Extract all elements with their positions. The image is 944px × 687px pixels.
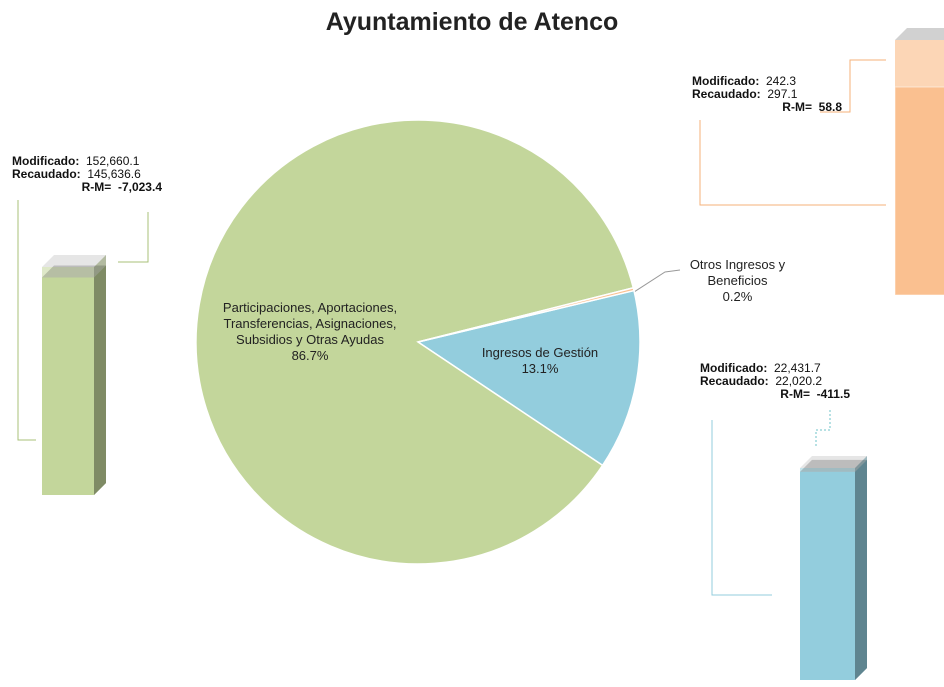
connector: [118, 212, 149, 263]
pie-slice: [417, 286, 635, 343]
row-label: R-M=: [782, 100, 812, 114]
annotation: Modificado: 242.3 Recaudado: 297.1 R-M= 58…: [692, 75, 842, 114]
row-value: -411.5: [816, 387, 850, 401]
connector: [699, 120, 886, 206]
bar-side: [855, 459, 867, 680]
bar-front: [895, 40, 944, 295]
row-label: Recaudado:: [692, 87, 761, 101]
row-value: 152,660.1: [86, 154, 140, 168]
slice-label: Otros Ingresos y Beneficios 0.2%: [660, 257, 815, 305]
bar-side-shade: [855, 459, 867, 680]
bar-top: [800, 456, 867, 468]
connector: [17, 200, 36, 441]
row-value: 297.1: [767, 87, 798, 101]
slice-label: Participaciones, Aportaciones, Transfere…: [195, 300, 425, 364]
row-label: Modificado:: [700, 361, 768, 375]
slice-name: Otros Ingresos y Beneficios: [689, 257, 786, 288]
slice-percent: 86.7%: [291, 348, 329, 363]
bar-front: [894, 86, 944, 296]
pie: [195, 119, 641, 565]
bar-front: [800, 471, 855, 680]
row-label: Recaudado:: [12, 167, 81, 181]
rm-row: R-M= 58.8: [692, 101, 842, 114]
row-label: R-M=: [81, 180, 112, 194]
bar-3d: [800, 456, 867, 680]
row-value: -7,023.4: [117, 180, 162, 194]
row-label: Modificado:: [12, 154, 80, 168]
slice-name: Ingresos de Gestión: [481, 345, 599, 360]
slice-name: Participaciones, Aportaciones, Transfere…: [222, 300, 398, 347]
connector: [815, 410, 831, 448]
row-value: 22,431.7: [774, 361, 821, 375]
bar-highlight: [895, 40, 944, 88]
detail-row: Recaudado: 22,020.2: [700, 375, 850, 388]
row-value: 22,020.2: [775, 374, 823, 388]
row-value: 58.8: [818, 100, 842, 114]
row-label: Modificado:: [692, 74, 760, 88]
row-label: Recaudado:: [700, 374, 769, 388]
annotation: Modificado: 22,431.7 Recaudado: 22,020.2 R…: [700, 362, 850, 401]
pie-slice: [416, 289, 641, 467]
row-value: 242.3: [766, 74, 797, 88]
bar-top: [895, 28, 944, 40]
bar-top: [800, 459, 867, 472]
detail-row: Recaudado: 297.1: [692, 88, 842, 101]
bar-front: [42, 277, 94, 495]
bar-top: [42, 265, 106, 278]
detail-row: Modificado: 22,431.7: [700, 362, 850, 375]
row-label: R-M=: [780, 387, 810, 401]
bar-side: [94, 265, 106, 495]
row-value: 145,636.6: [87, 167, 141, 181]
rm-row: R-M= -411.5: [700, 388, 850, 401]
bar-3d: [894, 28, 944, 296]
detail-row: Modificado: 242.3: [692, 75, 842, 88]
bar-3d: [42, 255, 106, 495]
bar-side-shade: [94, 265, 106, 495]
chart-title: Ayuntamiento de Atenco: [325, 8, 619, 36]
detail-row: Recaudado: 145,636.6: [12, 168, 162, 181]
pie-slice: [195, 119, 635, 565]
connector: [711, 420, 772, 596]
connector: [820, 59, 886, 113]
annotation: Modificado: 152,660.1 Recaudado: 145,636.…: [12, 155, 162, 194]
slice-percent: 0.2%: [722, 289, 753, 304]
connector: [633, 269, 681, 293]
bar-top: [42, 255, 106, 267]
connectors: [17, 59, 886, 596]
rm-row: R-M= -7,023.4: [12, 181, 162, 194]
slice-label: Ingresos de Gestión 13.1%: [465, 345, 615, 377]
slice-percent: 13.1%: [521, 361, 559, 376]
detail-row: Modificado: 152,660.1: [12, 155, 162, 168]
